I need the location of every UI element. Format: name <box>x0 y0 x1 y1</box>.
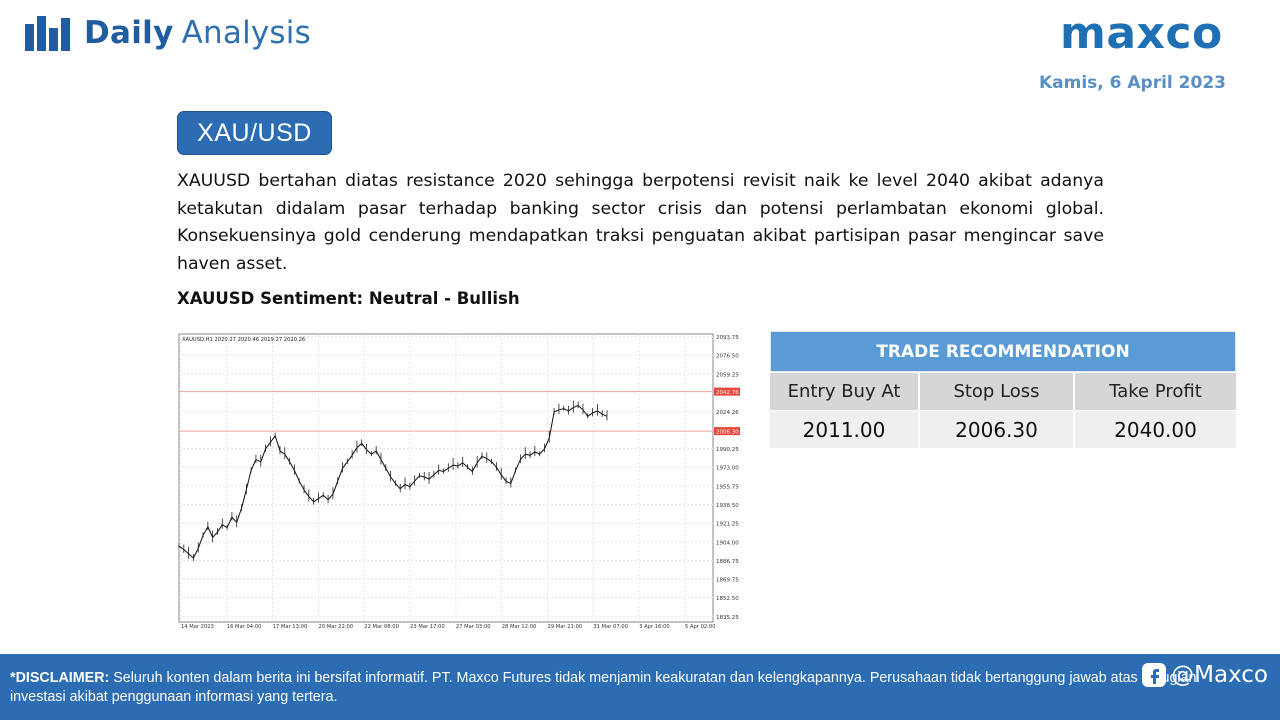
chart-y-tick-label: 1990.25 <box>716 447 739 453</box>
chart-x-tick-label: 16 Mar 04:00 <box>227 624 262 630</box>
stop-loss-label: Stop Loss <box>920 373 1075 410</box>
chart-level-tag <box>714 427 740 436</box>
disclaimer-text: Seluruh konten dalam berita ini bersifat… <box>10 670 1197 705</box>
analysis-text: XAUUSD bertahan diatas resistance 2020 s… <box>177 171 1104 274</box>
chart-y-tick-label: 1835.25 <box>716 615 739 621</box>
chart-y-tick-label: 2006.30 <box>716 430 739 436</box>
price-chart: 2093.75 2076.50 2059.25 2042.76 2024.26 2006.… <box>177 330 741 630</box>
chart-plot-area <box>178 333 714 623</box>
take-profit-label: Take Profit <box>1075 373 1236 410</box>
chart-x-tick-label: 29 Mar 21:00 <box>548 624 583 630</box>
take-profit-value: 2040.00 <box>1075 411 1236 448</box>
chart-y-tick-label: 2042.76 <box>716 390 739 396</box>
footer-bar: *DISCLAIMER: Seluruh konten dalam berita… <box>0 654 1280 720</box>
chart-y-tick-label: 1938.50 <box>716 503 739 509</box>
chart-x-tick-label: 31 Mar 07:00 <box>593 624 628 630</box>
disclaimer: *DISCLAIMER: Seluruh konten dalam berita… <box>10 669 1225 707</box>
entry-buy-value: 2011.00 <box>770 411 920 448</box>
chart-y-tick-label: 1904.00 <box>716 540 739 546</box>
report-date: Kamis, 6 April 2023 <box>1038 73 1226 93</box>
chart-y-tick-label: 1886.75 <box>716 559 739 565</box>
chart-y-tick-label: 2024.26 <box>716 410 739 416</box>
entry-buy-label: Entry Buy At <box>770 373 920 410</box>
chart-y-tick-label: 1955.75 <box>716 484 739 490</box>
chart-y-tick-label: 1869.75 <box>716 577 739 583</box>
chart-y-tick-label: 2093.75 <box>716 335 739 341</box>
stop-loss-value: 2006.30 <box>920 411 1075 448</box>
chart-title: XAUUSD,H1 2020.27 2020.46 2019.27 2020.2… <box>182 337 305 343</box>
chart-x-tick-label: 20 Mar 22:00 <box>318 624 353 630</box>
chart-x-tick-label: 14 Mar 2023 <box>181 624 214 630</box>
trade-recommendation-header: TRADE RECOMMENDATION <box>770 331 1236 372</box>
chart-y-tick-label: 1973.00 <box>716 466 739 472</box>
chart-y-tick-label: 1852.50 <box>716 596 739 602</box>
trade-values-row: 2011.00 2006.30 2040.00 <box>770 411 1236 448</box>
trade-labels-row: Entry Buy At Stop Loss Take Profit <box>770 373 1236 410</box>
disclaimer-label: *DISCLAIMER: <box>10 670 110 686</box>
chart-x-tick-label: 22 Mar 08:00 <box>364 624 399 630</box>
brand-title-light: Analysis <box>181 15 311 51</box>
chart-x-tick-label: 3 Apr 16:00 <box>639 624 670 630</box>
chart-level-tag <box>714 387 740 396</box>
chart-y-tick-label: 2059.25 <box>716 372 739 378</box>
chart-x-tick-label: 5 Apr 02:00 <box>685 624 716 630</box>
chart-y-tick-label: 1921.25 <box>716 522 739 528</box>
chart-x-tick-label: 27 Mar 03:00 <box>456 624 491 630</box>
price-chart-svg: 2093.75 2076.50 2059.25 2042.76 2024.26 2006.… <box>178 333 740 630</box>
chart-y-tick-label: 2076.50 <box>716 354 739 360</box>
maxco-logo: maxco <box>1060 8 1223 59</box>
chart-x-tick-label: 28 Mar 12:00 <box>502 624 537 630</box>
chart-price-line <box>178 404 608 559</box>
social-handle[interactable]: @Maxco <box>1141 662 1268 688</box>
brand-header: Daily Analysis <box>24 14 311 52</box>
social-handle-text: @Maxco <box>1171 662 1268 688</box>
brand-title-bold: Daily <box>84 15 174 51</box>
sentiment-label: XAUUSD Sentiment: Neutral - Bullish <box>177 289 520 308</box>
pair-badge: XAU/USD <box>177 111 332 155</box>
chart-x-tick-label: 23 Mar 17:00 <box>410 624 445 630</box>
social-media-icon <box>1142 663 1167 687</box>
bar-chart-icon <box>25 16 70 51</box>
chart-x-tick-label: 17 Mar 13:00 <box>273 624 308 630</box>
